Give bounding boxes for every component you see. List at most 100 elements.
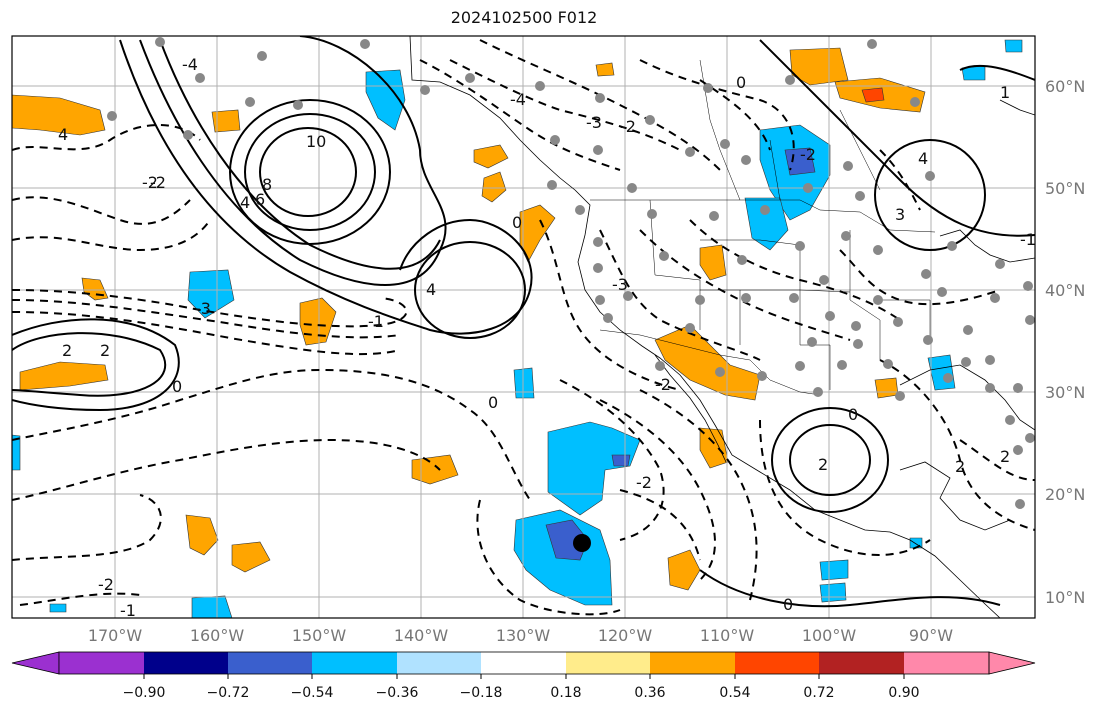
positive-anomaly-region: [231, 541, 271, 573]
colorbar-swatch: [228, 652, 312, 674]
lon-label: 120°W: [598, 626, 653, 645]
colorbar-swatch: [397, 652, 481, 674]
positive-anomaly-region: [411, 454, 459, 485]
contour-label: -1: [368, 312, 384, 331]
lon-label: 140°W: [394, 626, 449, 645]
colorbar-swatch: [650, 652, 735, 674]
positive-anomaly-region: [185, 514, 219, 556]
positive-anomaly-region: [473, 144, 509, 169]
colorbar-tick-label: −0.54: [291, 685, 334, 701]
contour-label: 8: [262, 175, 272, 194]
contour-label: 10: [306, 132, 326, 151]
contour-label: 2: [100, 341, 110, 360]
colorbar-swatch: [312, 652, 397, 674]
colorbar-extend-high: [988, 651, 1036, 675]
positive-anomaly-region: [699, 244, 727, 281]
lon-label: 170°W: [88, 626, 143, 645]
negative-anomaly-region: [547, 421, 641, 516]
contour-label: 2: [818, 455, 828, 474]
positive-anomaly-region: [874, 377, 899, 399]
contour-label: -2: [636, 473, 652, 492]
negative-anomaly-region: [1004, 39, 1023, 53]
contour-labels: 10 8 6 4 4 4 2 0 -3 -1 -2 0 0 -2 2 0 -1 …: [58, 55, 1036, 620]
colorbar-tick-label: −0.90: [123, 685, 166, 701]
positive-anomaly-region: [211, 109, 241, 133]
lon-label: 150°W: [292, 626, 347, 645]
contour-label: 4: [58, 125, 68, 144]
contour-label: 4: [918, 149, 928, 168]
negative-anomaly-region: [187, 269, 235, 319]
contour-label: 0: [848, 405, 858, 424]
colorbar-swatch: [904, 652, 989, 674]
contour-label: -3: [195, 299, 211, 318]
contour-label: -2: [142, 173, 158, 192]
lon-label: 90°W: [909, 626, 953, 645]
colorbar-tick-label: −0.18: [460, 685, 503, 701]
colorbar-ticks: [143, 674, 905, 679]
positive-anomaly-region: [861, 87, 885, 103]
contour-label: 4: [426, 280, 436, 299]
colorbar-tick-label: −0.72: [207, 685, 250, 701]
station-dots: [107, 37, 1035, 509]
contour-label: 2: [62, 341, 72, 360]
latitude-labels: 60°N 50°N 40°N 30°N 20°N 10°N: [1045, 77, 1085, 607]
contour-label: -2: [98, 575, 114, 594]
positive-anomaly-region: [299, 297, 337, 346]
longitude-labels: 170°W 160°W 150°W 140°W 130°W 120°W 110°…: [88, 626, 953, 645]
contour-label: 2: [1000, 447, 1010, 466]
contour-label: -2: [150, 173, 166, 192]
contour-label: 2: [955, 457, 965, 476]
lon-label: 100°W: [802, 626, 857, 645]
contour-label: 4: [240, 193, 250, 212]
contour-label: 6: [255, 190, 265, 209]
colorbar-swatch: [566, 652, 650, 674]
lon-label: 110°W: [700, 626, 755, 645]
colorbar-tick-label: 0.90: [888, 685, 919, 701]
contour-label: -4: [182, 55, 198, 74]
contour-label: -2: [655, 375, 671, 394]
colorbar-tick-label: 0.54: [719, 685, 750, 701]
contour-label: -1: [1020, 230, 1036, 249]
storm-center-marker: [573, 534, 591, 552]
positive-anomaly-region: [699, 427, 729, 469]
colorbar-outline: [58, 651, 990, 675]
contour-label: 0: [172, 377, 182, 396]
contour-label: -3: [586, 113, 602, 132]
colorbar-swatch: [735, 652, 819, 674]
negative-anomaly-region: [49, 603, 67, 613]
contour-label: 0: [736, 73, 746, 92]
contour-label: -4: [510, 90, 526, 109]
lat-label: 60°N: [1045, 77, 1085, 96]
contour-label: -2: [800, 145, 816, 164]
solid-contours: [12, 36, 1035, 608]
positive-anomaly-region: [667, 549, 701, 591]
colorbar-tick-label: 0.18: [550, 685, 581, 701]
positive-anomaly-region: [595, 62, 615, 77]
negative-anomaly-region: [744, 197, 789, 251]
contour-label: 1: [1000, 83, 1010, 102]
colorbar-extend-low: [11, 651, 60, 675]
political-borders: [590, 59, 936, 396]
colorbar-tick-label: 0.72: [803, 685, 834, 701]
lat-label: 30°N: [1045, 383, 1085, 402]
contour-label: -1: [120, 601, 136, 620]
negative-anomaly-region: [819, 582, 847, 603]
negative-anomaly-region: [191, 595, 233, 618]
negative-anomaly-region: [365, 69, 406, 131]
colorbar-tick-label: −0.36: [376, 685, 419, 701]
map-title: 2024102500 F012: [450, 8, 598, 27]
contour-label: 0: [783, 595, 793, 614]
colorbar-swatch: [144, 652, 228, 674]
colorbar-swatch: [819, 652, 904, 674]
graticule: [12, 36, 1035, 618]
lat-label: 20°N: [1045, 485, 1085, 504]
positive-anomaly-region: [481, 171, 507, 203]
contour-label: 3: [895, 205, 905, 224]
colorbar-swatch: [481, 652, 566, 674]
shaded-anomaly-regions: [12, 39, 1023, 618]
map-frame: [11, 35, 1036, 619]
negative-anomaly-region: [611, 454, 631, 467]
negative-anomaly-region: [513, 367, 535, 399]
contour-label: 0: [488, 393, 498, 412]
